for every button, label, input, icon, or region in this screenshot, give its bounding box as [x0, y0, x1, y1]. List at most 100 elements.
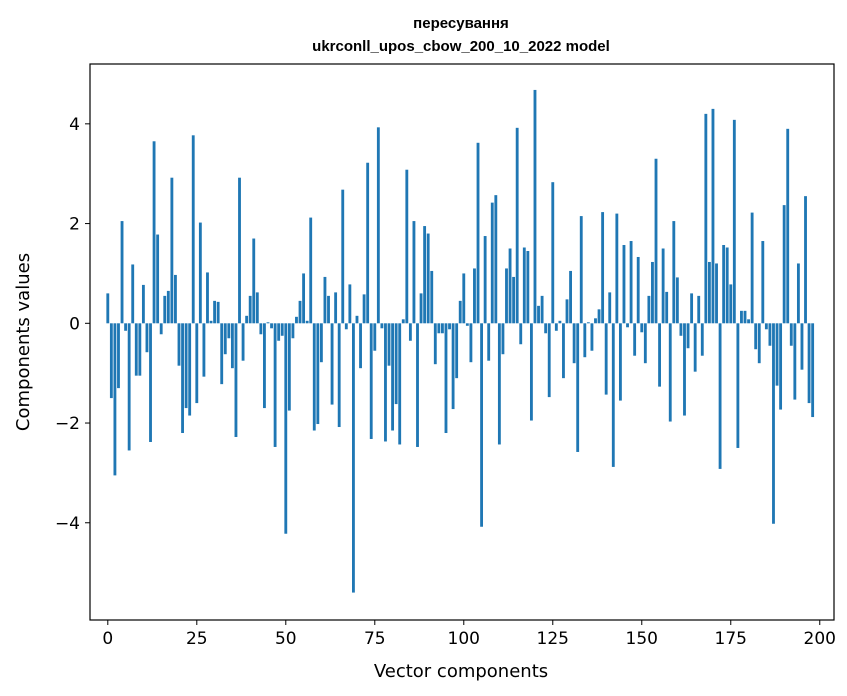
bar [366, 162, 370, 324]
bar [572, 323, 576, 364]
bar [615, 213, 619, 324]
bar [565, 299, 569, 324]
bar [124, 323, 128, 331]
bar [651, 261, 654, 324]
bar [782, 205, 786, 324]
bar [700, 323, 704, 356]
bar [355, 315, 359, 324]
bar [743, 310, 747, 324]
bar [448, 323, 451, 330]
bar [334, 292, 338, 324]
bar [658, 323, 661, 387]
bar [248, 295, 252, 324]
bar [494, 195, 498, 324]
bar [601, 212, 605, 324]
bar [430, 270, 434, 324]
bar [675, 277, 679, 324]
bar [423, 226, 427, 324]
bar [512, 276, 516, 324]
bar [444, 323, 448, 434]
bar [522, 247, 526, 324]
bar [227, 323, 231, 339]
bar [490, 202, 494, 324]
bar [622, 245, 626, 324]
bar [181, 323, 184, 434]
x-tick-label: 150 [626, 629, 658, 649]
y-axis: −4 −2 0 2 4 [55, 115, 90, 534]
x-tick-label: 0 [102, 629, 113, 649]
bar [458, 300, 462, 324]
bar [291, 323, 295, 339]
bar [554, 323, 558, 331]
bar [337, 323, 341, 428]
bar [807, 323, 811, 404]
bar [618, 323, 622, 401]
bar [319, 323, 323, 363]
bar [223, 323, 227, 355]
bar [497, 323, 501, 445]
chart-title: пересування [413, 15, 509, 32]
y-tick-label: 0 [69, 314, 80, 334]
bar [643, 323, 647, 364]
bar [711, 108, 715, 324]
bar [547, 323, 551, 398]
bar [344, 323, 348, 330]
bar [451, 323, 455, 410]
bar [693, 323, 697, 372]
bar [405, 169, 409, 324]
bar [159, 323, 163, 335]
x-tick-label: 75 [364, 629, 386, 649]
bar [654, 158, 658, 324]
bar [362, 294, 366, 324]
x-axis: 0 25 50 75 100 125 150 175 200 [102, 620, 836, 649]
bar [562, 323, 565, 379]
bar [273, 323, 277, 447]
bar [401, 319, 405, 324]
bar [665, 291, 669, 324]
bar [408, 323, 412, 341]
bar [234, 323, 238, 437]
bar [280, 323, 284, 336]
bar [793, 323, 797, 400]
bar [163, 295, 167, 324]
bar [551, 182, 555, 324]
bar [480, 323, 484, 527]
bar [544, 323, 548, 334]
bar [629, 241, 633, 324]
bar [266, 322, 270, 324]
bar [579, 216, 583, 324]
bar [412, 221, 416, 324]
bar [145, 323, 149, 353]
bar [309, 217, 313, 324]
bar [725, 247, 729, 324]
y-tick-label: 2 [69, 215, 80, 235]
bar [626, 323, 629, 328]
bar [647, 295, 651, 324]
x-tick-label: 125 [537, 629, 569, 649]
bar [796, 263, 800, 324]
bar [558, 320, 562, 324]
bar [188, 323, 192, 416]
bar [117, 323, 120, 389]
bar [206, 272, 209, 324]
bar [120, 221, 124, 324]
bar [786, 128, 790, 324]
y-tick-label: 4 [69, 115, 80, 135]
bar [487, 323, 491, 361]
bar [483, 236, 487, 324]
bar [380, 323, 384, 329]
bar [191, 135, 195, 324]
bar [238, 177, 241, 324]
bar [387, 323, 391, 366]
plot-frame [89, 63, 835, 621]
x-tick-label: 100 [448, 629, 480, 649]
bar [768, 323, 772, 346]
bar [348, 284, 352, 324]
bar [369, 323, 373, 439]
bar [241, 323, 245, 361]
chart-subtitle: ukrconll_upos_cbow_200_10_2022 model [312, 38, 610, 55]
bar [740, 310, 743, 324]
bar [729, 284, 733, 324]
bar [216, 301, 220, 324]
bar [505, 268, 508, 324]
